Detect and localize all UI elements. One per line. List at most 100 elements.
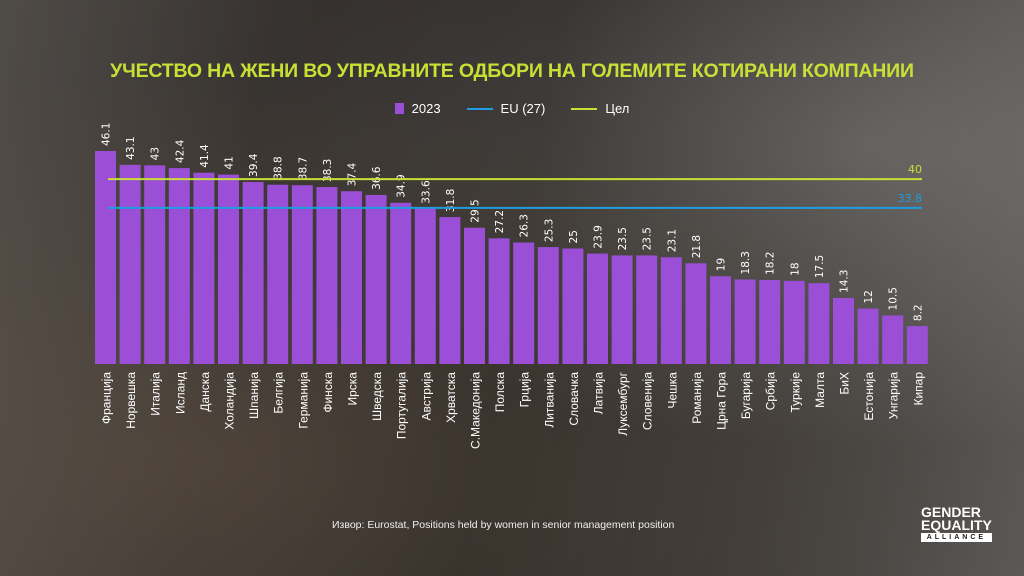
data-label: 18	[789, 262, 801, 275]
bar	[464, 227, 485, 364]
bar	[685, 263, 707, 364]
bar	[562, 248, 584, 364]
logo-line: GENDER	[921, 504, 981, 520]
data-label: 39.4	[248, 153, 260, 177]
category-label: Србија	[764, 372, 778, 411]
bar	[611, 255, 633, 364]
category-label: Литванија	[542, 372, 556, 428]
category-label: Малта	[813, 372, 827, 408]
bar	[119, 164, 141, 364]
data-label: 33.6	[420, 180, 432, 204]
category-label: Црна Гора	[715, 372, 729, 430]
data-label: 25.3	[543, 219, 555, 242]
legend-swatch	[394, 103, 404, 114]
data-label: 26.3	[519, 214, 531, 237]
category-label: Унгарија	[887, 372, 901, 420]
category-label: БиХ	[838, 372, 852, 395]
data-label: 14.3	[839, 270, 851, 293]
bar	[734, 279, 756, 364]
category-label: Норвешка	[124, 372, 138, 429]
data-label: 23.9	[593, 225, 605, 248]
category-label: Ирска	[346, 372, 360, 406]
data-label: 21.8	[691, 235, 703, 258]
legend-item-target: Цел	[571, 101, 629, 116]
data-label: 25	[568, 230, 580, 243]
legend: 2023 EU (27) Цел	[0, 101, 1024, 116]
category-label: Бугарија	[739, 372, 753, 419]
legend-label: Цел	[605, 101, 630, 116]
data-label: 19	[716, 258, 728, 271]
source-note: Извор: Eurostat, Positions held by women…	[332, 519, 675, 531]
category-label: Холандија	[223, 372, 237, 430]
reference-line-label: 33.8	[898, 192, 923, 205]
bar	[513, 242, 535, 364]
category-label: Латвија	[592, 372, 606, 415]
bar	[636, 255, 658, 364]
bar	[193, 172, 215, 364]
legend-swatch	[466, 107, 493, 110]
category-label: Грција	[518, 372, 532, 408]
data-label: 37.4	[347, 162, 359, 186]
bar	[882, 315, 904, 364]
data-label: 27.2	[494, 210, 506, 233]
data-label: 23.5	[642, 227, 654, 250]
category-label: Полска	[493, 372, 507, 413]
data-label: 46.1	[101, 123, 113, 146]
bar	[833, 297, 854, 364]
legend-swatch	[571, 107, 598, 110]
category-label: Кипар	[911, 372, 925, 406]
chart-title: УЧЕСТВО НА ЖЕНИ ВО УПРАВНИТЕ ОДБОРИ НА Г…	[110, 60, 914, 82]
bar	[710, 276, 731, 364]
data-label: 18.3	[740, 251, 752, 274]
data-label: 41.4	[199, 144, 211, 168]
data-label: 8.2	[912, 304, 924, 321]
bar	[808, 283, 830, 364]
data-label: 42.4	[174, 139, 186, 163]
category-label: Италија	[149, 372, 163, 416]
bar	[144, 165, 166, 364]
bar	[587, 253, 608, 364]
bar	[341, 191, 362, 364]
category-label: Белгија	[272, 372, 286, 414]
category-label: Франција	[100, 372, 114, 424]
logo-line: ALLIANCE	[921, 533, 992, 542]
data-label: 43	[150, 147, 162, 160]
category-label: Словачка	[567, 372, 581, 426]
category-label: Хрватска	[444, 372, 458, 423]
bar	[95, 151, 116, 364]
bar	[660, 257, 682, 364]
data-label: 23.1	[666, 229, 678, 252]
category-label: Данска	[198, 372, 212, 412]
data-label: 10.5	[888, 287, 900, 310]
bar	[759, 279, 781, 364]
data-label: 17.5	[814, 255, 826, 278]
bar	[488, 238, 510, 364]
category-label: Луксембург	[616, 371, 630, 435]
category-label: Германија	[296, 372, 310, 429]
bar	[267, 184, 289, 364]
bar	[537, 247, 559, 364]
bar	[218, 174, 239, 364]
data-label: 36.6	[371, 166, 383, 190]
category-label: Финска	[321, 372, 335, 413]
legend-item-2023: 2023	[394, 101, 441, 116]
category-label: Естонија	[862, 372, 876, 421]
bar	[906, 326, 928, 364]
category-label: Словенија	[641, 372, 655, 430]
bar	[439, 217, 461, 364]
bar	[291, 185, 313, 364]
category-label: Австрија	[419, 372, 433, 421]
bar	[783, 280, 805, 364]
data-label: 12	[863, 290, 875, 303]
bar	[857, 308, 879, 364]
data-label: 23.5	[617, 227, 629, 250]
bar	[242, 181, 264, 364]
bar	[168, 168, 190, 364]
data-label: 38.7	[297, 157, 309, 180]
data-label: 41	[224, 156, 236, 169]
legend-label: EU (27)	[500, 101, 546, 116]
data-label: 38.8	[273, 156, 285, 179]
bar	[414, 208, 436, 364]
category-label: Шпанија	[247, 372, 261, 419]
